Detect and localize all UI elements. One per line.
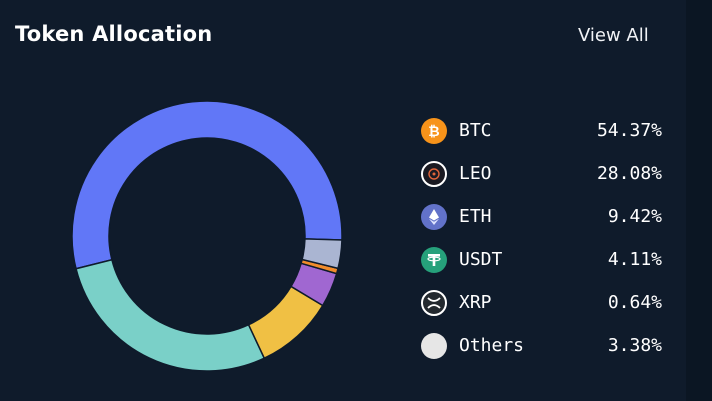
legend-label: Others xyxy=(459,335,525,356)
legend-label: XRP xyxy=(459,292,492,313)
legend-label: LEO xyxy=(459,163,492,184)
legend-item-leo: LEO 28.08% xyxy=(420,155,670,198)
legend-label: USDT xyxy=(459,249,503,270)
legend-value: 54.37% xyxy=(596,120,662,141)
legend-value: 9.42% xyxy=(607,206,662,227)
legend-item-others: Others 3.38% xyxy=(420,327,670,370)
legend-item-eth: ETH 9.42% xyxy=(420,198,670,241)
legend-label: ETH xyxy=(459,206,492,227)
ethereum-icon xyxy=(421,204,447,230)
token-allocation-card: Token Allocation View All ₿ BTC 54.37% L… xyxy=(15,22,670,372)
donut-chart xyxy=(71,100,343,372)
legend-value: 4.11% xyxy=(607,249,662,270)
xrp-icon xyxy=(421,290,447,316)
card-title: Token Allocation xyxy=(15,22,213,46)
slice-btc[interactable] xyxy=(71,100,343,270)
legend-value: 28.08% xyxy=(596,163,662,184)
bitcoin-icon: ₿ xyxy=(421,118,447,144)
legend-item-usdt: USDT 4.11% xyxy=(420,241,670,284)
legend-value: 0.64% xyxy=(607,292,662,313)
svg-text:₿: ₿ xyxy=(428,124,439,140)
view-all-link[interactable]: View All xyxy=(578,25,649,46)
leo-icon xyxy=(421,161,447,187)
legend: ₿ BTC 54.37% LEO 28.08% ETH 9.42% USDT 4… xyxy=(420,112,670,370)
page-gutter xyxy=(686,0,712,401)
legend-item-xrp: XRP 0.64% xyxy=(420,284,670,327)
tether-icon xyxy=(421,247,447,273)
others-icon xyxy=(421,333,447,359)
legend-value: 3.38% xyxy=(607,335,662,356)
slice-others[interactable] xyxy=(301,238,343,270)
slice-leo[interactable] xyxy=(75,258,266,372)
legend-label: BTC xyxy=(459,120,492,141)
legend-item-btc: ₿ BTC 54.37% xyxy=(420,112,670,155)
